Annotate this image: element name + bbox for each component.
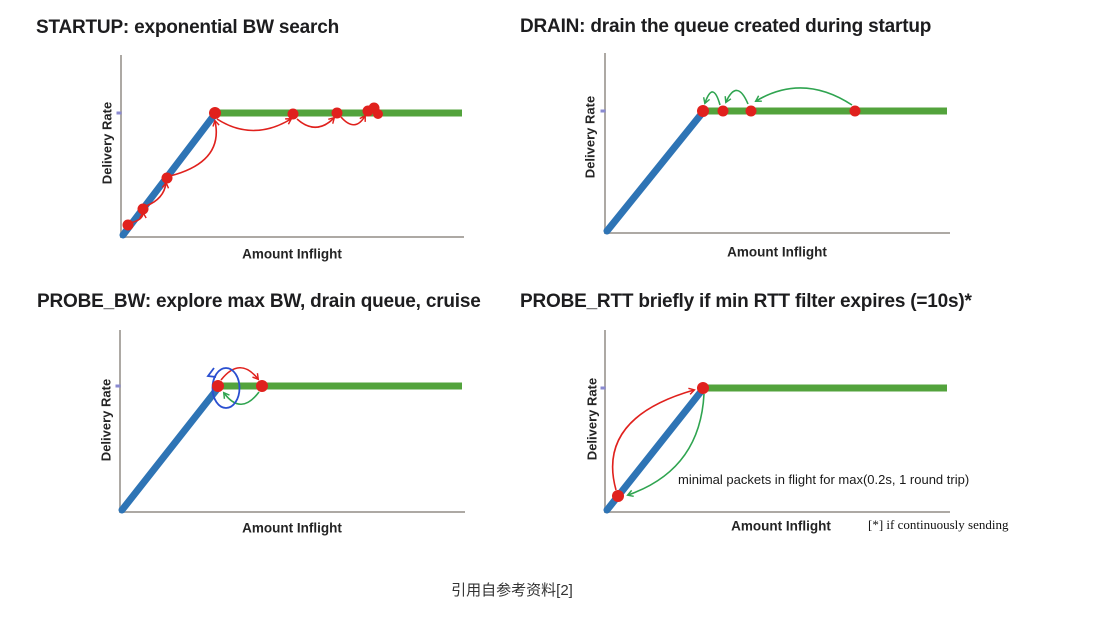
probe-rtt-sample-dots	[612, 382, 709, 502]
probe-bw-drain-arrow	[222, 391, 260, 406]
startup-diagram	[116, 55, 464, 239]
probe-bw-probe-up-arrow	[220, 366, 260, 381]
probe-rtt-diagram	[600, 330, 950, 514]
probe-bw-axes	[119, 330, 465, 513]
probe-rtt-x-axis-label: Amount Inflight	[731, 518, 831, 534]
probe-rtt-y-axis-label: Delivery Rate	[584, 377, 600, 461]
probe-rtt-reduce-arrow	[626, 393, 705, 498]
drain-ramp-line	[603, 108, 707, 235]
probe-bw-cruise-loop-arrowhead	[206, 367, 217, 378]
probe-rtt-return-arrow	[611, 387, 696, 491]
probe-bw-y-axis-label: Delivery Rate	[98, 378, 114, 462]
probe-bw-x-axis-label: Amount Inflight	[242, 520, 342, 536]
drain-sample-dots	[697, 105, 861, 117]
probe-bw-diagram	[115, 330, 465, 514]
startup-sample-dots	[122, 102, 383, 231]
drain-y-axis-label: Delivery Rate	[582, 95, 598, 179]
probe-rtt-footnote: [*] if continuously sending	[868, 517, 1009, 532]
probe-rtt-ramp-line	[603, 385, 707, 514]
probe-bw-yaxis-tick	[115, 384, 121, 388]
startup-axes	[120, 55, 464, 238]
drain-yaxis-tick	[600, 109, 606, 113]
probe-rtt-annotation: minimal packets in flight for max(0.2s, …	[678, 472, 970, 487]
startup-probe-arrows	[129, 114, 366, 224]
probe-rtt-title: PROBE_RTT briefly if min RTT filter expi…	[520, 291, 972, 312]
startup-y-axis-label: Delivery Rate	[99, 101, 115, 185]
startup-x-axis-label: Amount Inflight	[242, 246, 342, 262]
drain-axes	[604, 53, 950, 234]
probe-bw-title: PROBE_BW: explore max BW, drain queue, c…	[37, 291, 481, 312]
source-caption: 引用自参考资料[2]	[451, 582, 573, 599]
probe-bw-sample-dots	[212, 380, 268, 392]
drain-x-axis-label: Amount Inflight	[727, 244, 827, 260]
startup-yaxis-tick	[116, 111, 122, 115]
probe-rtt-yaxis-tick	[600, 386, 606, 390]
drain-diagram	[600, 53, 950, 235]
startup-title: STARTUP: exponential BW search	[36, 17, 339, 38]
drain-backoff-arrows	[702, 87, 853, 106]
probe-bw-ramp-line	[118, 384, 222, 514]
drain-title: DRAIN: drain the queue created during st…	[520, 16, 932, 37]
